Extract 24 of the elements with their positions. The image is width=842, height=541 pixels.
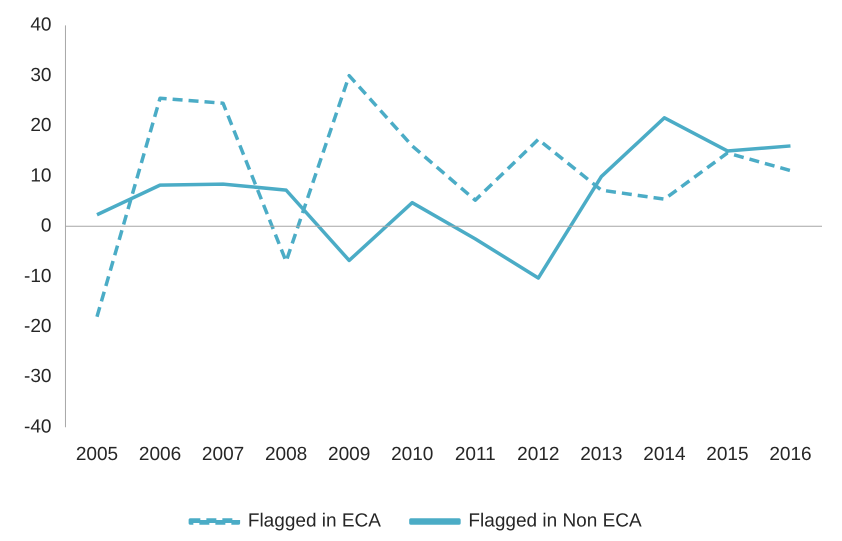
y-tick-label: 20 <box>30 115 52 136</box>
x-tick-label: 2013 <box>580 444 622 465</box>
x-tick-label: 2015 <box>706 444 749 465</box>
x-tick-label: 2012 <box>517 444 560 465</box>
y-tick-label: -10 <box>24 266 52 287</box>
x-tick-label: 2016 <box>769 444 812 465</box>
x-tick-label: 2010 <box>391 444 434 465</box>
legend-label: Flagged in Non ECA <box>468 510 642 532</box>
y-tick-label: -30 <box>24 366 52 388</box>
x-tick-label: 2006 <box>138 444 182 465</box>
y-tick-label: 30 <box>30 64 52 86</box>
y-tick-label: 10 <box>30 165 52 186</box>
x-tick-label: 2014 <box>643 444 686 465</box>
x-tick-label: 2008 <box>264 444 308 465</box>
y-tick-label: -20 <box>24 316 52 337</box>
line-series <box>95 74 792 318</box>
x-tick-label: 2007 <box>202 444 244 465</box>
y-tick-label: -40 <box>24 416 52 438</box>
y-tick-label: 0 <box>40 216 52 237</box>
y-tick-label: 40 <box>30 14 52 36</box>
x-tick-label: 2009 <box>328 444 370 465</box>
legend-label: Flagged in ECA <box>248 510 382 532</box>
x-tick-label: 2005 <box>76 444 118 465</box>
x-tick-label: 2011 <box>454 444 496 465</box>
